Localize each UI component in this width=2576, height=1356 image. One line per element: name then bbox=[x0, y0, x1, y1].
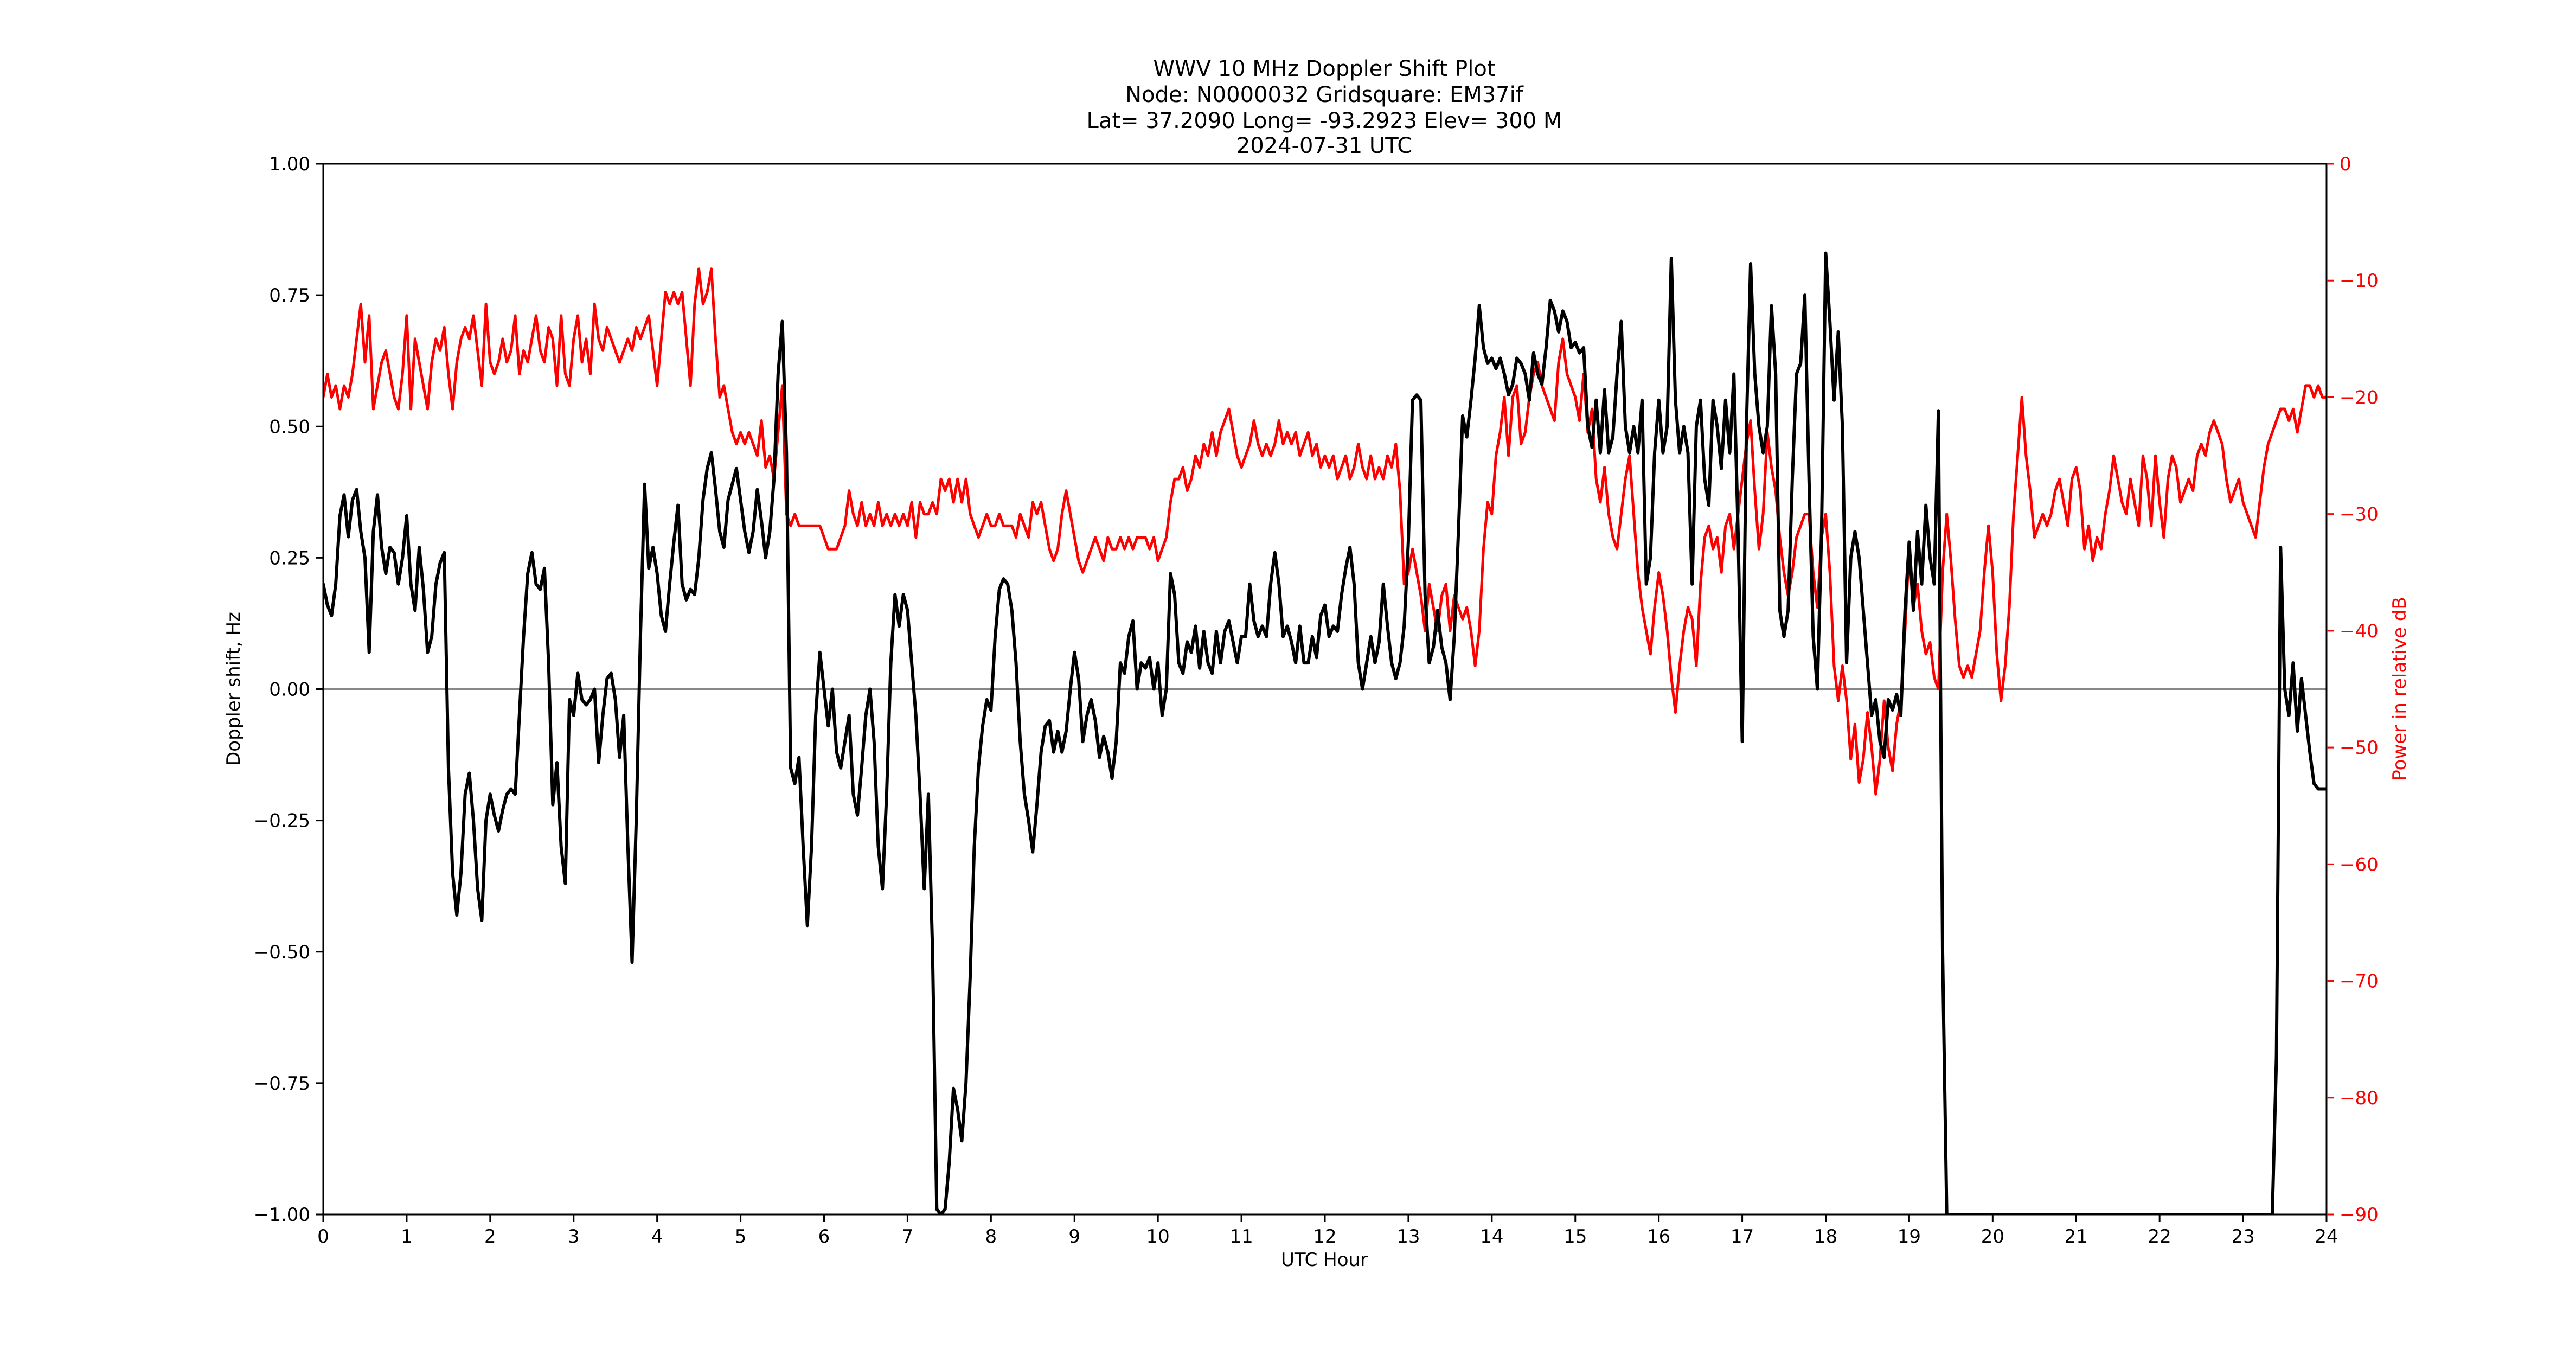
x-tick-label: 10 bbox=[1146, 1226, 1170, 1248]
chart-title-line-4: 2024-07-31 UTC bbox=[1236, 133, 1412, 158]
x-axis-ticks: 0 1 2 3 4 5 6 7 8 9 10 11 12 13 14 15 16 17 18 19 20 21 22 23 24 bbox=[317, 1214, 2338, 1248]
y-right-tick-label: −40 bbox=[2340, 621, 2379, 642]
x-tick-label: 3 bbox=[568, 1226, 580, 1248]
y-left-axis-label: Doppler shift, Hz bbox=[223, 612, 245, 766]
x-tick-label: 21 bbox=[2065, 1226, 2088, 1248]
y-right-tick-label: −10 bbox=[2340, 270, 2379, 292]
x-axis-label: UTC Hour bbox=[1281, 1249, 1368, 1271]
y-left-axis-ticks: 1.00 0.75 0.50 0.25 0.00 −0.25 −0.50 −0.75 −1.00 bbox=[254, 153, 323, 1226]
y-left-tick-label: 0.50 bbox=[269, 416, 310, 438]
x-tick-label: 13 bbox=[1396, 1226, 1420, 1248]
y-left-tick-label: 0.75 bbox=[269, 285, 310, 306]
x-tick-label: 15 bbox=[1563, 1226, 1587, 1248]
x-tick-label: 19 bbox=[1898, 1226, 1921, 1248]
x-tick-label: 2 bbox=[484, 1226, 496, 1248]
y-right-axis-label: Power in relative dB bbox=[2389, 597, 2411, 781]
x-tick-label: 7 bbox=[902, 1226, 914, 1248]
y-right-tick-label: −90 bbox=[2340, 1204, 2379, 1226]
x-tick-label: 17 bbox=[1731, 1226, 1754, 1248]
x-tick-label: 5 bbox=[735, 1226, 747, 1248]
x-tick-label: 22 bbox=[2148, 1226, 2171, 1248]
y-left-tick-label: −0.25 bbox=[254, 810, 310, 832]
chart-title-line-1: WWV 10 MHz Doppler Shift Plot bbox=[1153, 56, 1495, 81]
y-left-tick-label: 1.00 bbox=[269, 153, 310, 175]
y-left-tick-label: 0.25 bbox=[269, 547, 310, 569]
y-left-tick-label: −1.00 bbox=[254, 1204, 310, 1226]
y-right-tick-label: −30 bbox=[2340, 504, 2379, 526]
y-right-tick-label: 0 bbox=[2340, 153, 2351, 175]
x-tick-label: 11 bbox=[1229, 1226, 1253, 1248]
x-tick-label: 20 bbox=[1981, 1226, 2004, 1248]
y-right-tick-label: −20 bbox=[2340, 387, 2379, 408]
x-tick-label: 1 bbox=[401, 1226, 413, 1248]
chart-title: WWV 10 MHz Doppler Shift Plot Node: N000… bbox=[1087, 56, 1562, 158]
x-tick-label: 14 bbox=[1480, 1226, 1503, 1248]
x-tick-label: 12 bbox=[1313, 1226, 1336, 1248]
y-left-tick-label: 0.00 bbox=[269, 679, 310, 701]
chart-title-line-2: Node: N0000032 Gridsquare: EM37if bbox=[1125, 82, 1524, 107]
y-left-tick-label: −0.50 bbox=[254, 942, 310, 963]
y-right-axis-ticks: 0 −10 −20 −30 −40 −50 −60 −70 −80 −90 bbox=[2327, 153, 2379, 1226]
x-tick-label: 4 bbox=[651, 1226, 663, 1248]
power-series-line bbox=[323, 267, 2327, 796]
x-tick-label: 0 bbox=[317, 1226, 329, 1248]
chart-title-line-3: Lat= 37.2090 Long= -93.2923 Elev= 300 M bbox=[1087, 108, 1562, 133]
y-left-tick-label: −0.75 bbox=[254, 1073, 310, 1095]
x-tick-label: 9 bbox=[1068, 1226, 1080, 1248]
x-tick-label: 18 bbox=[1814, 1226, 1837, 1248]
x-tick-label: 8 bbox=[985, 1226, 997, 1248]
x-tick-label: 23 bbox=[2231, 1226, 2254, 1248]
y-right-tick-label: −70 bbox=[2340, 971, 2379, 993]
series-group bbox=[323, 251, 2327, 1214]
x-tick-label: 16 bbox=[1647, 1226, 1670, 1248]
y-right-tick-label: −60 bbox=[2340, 854, 2379, 875]
y-right-tick-label: −50 bbox=[2340, 737, 2379, 759]
x-tick-label: 6 bbox=[818, 1226, 830, 1248]
doppler-series-line bbox=[323, 251, 2327, 1214]
x-tick-label: 24 bbox=[2315, 1226, 2338, 1248]
y-right-tick-label: −80 bbox=[2340, 1088, 2379, 1109]
